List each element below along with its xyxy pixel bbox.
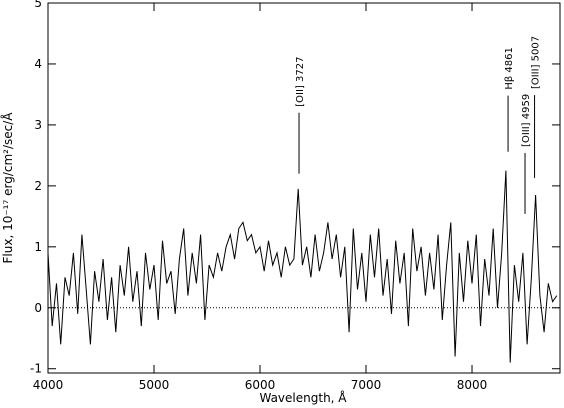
x-tick-label: 8000: [457, 378, 488, 392]
annotation-label: [OIII] 4959: [521, 94, 532, 147]
x-tick-label: 7000: [351, 378, 382, 392]
y-tick-label: 1: [34, 240, 42, 254]
annotation-label: [OII] 3727: [295, 57, 306, 107]
plot-frame: [47, 2, 561, 374]
x-axis-label: Wavelength, Å: [259, 390, 347, 405]
x-tick-label: 4000: [33, 378, 64, 392]
annotation-label: Hβ 4861: [504, 47, 515, 90]
spectrum-line: [47, 170, 558, 363]
x-tick-label: 5000: [139, 378, 170, 392]
y-tick-label: 2: [34, 179, 42, 193]
annotation-label: [OIII] 5007: [531, 36, 542, 89]
y-tick-label: 4: [34, 57, 42, 71]
y-tick-label: -1: [30, 362, 42, 376]
y-tick-label: 3: [34, 118, 42, 132]
y-tick-label: 0: [34, 301, 42, 315]
y-axis-label: Flux, 10⁻¹⁷ erg/cm²/sec/Å: [0, 112, 15, 264]
x-tick-label: 6000: [245, 378, 276, 392]
y-tick-label: 5: [34, 0, 42, 10]
